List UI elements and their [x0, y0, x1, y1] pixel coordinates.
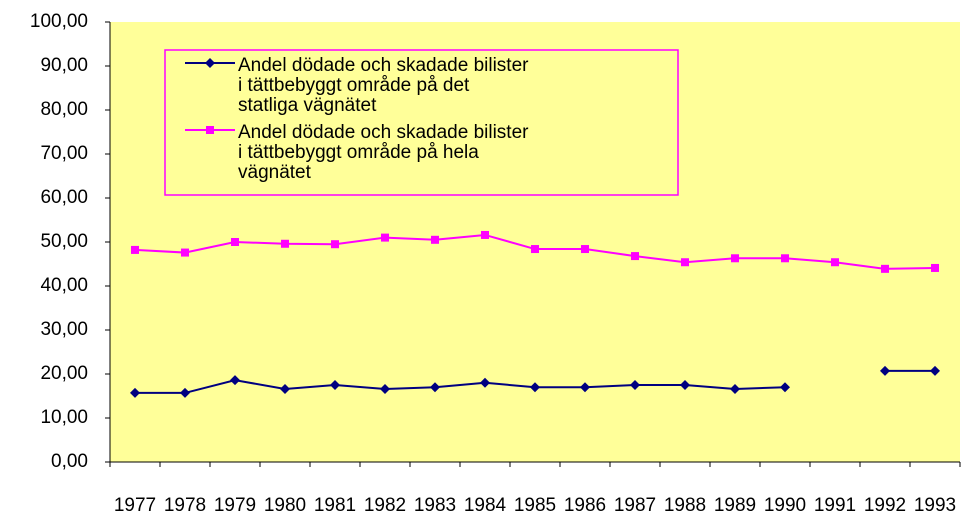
y-tick-label: 100,00: [30, 11, 88, 32]
y-tick-label: 50,00: [40, 231, 88, 252]
x-tick-label: 1986: [564, 495, 606, 516]
legend-label-line: statliga vägnätet: [238, 95, 377, 116]
marker: [231, 238, 239, 246]
marker: [205, 58, 215, 68]
x-tick-label: 1993: [914, 495, 956, 516]
marker: [781, 254, 789, 263]
legend: [164, 49, 679, 196]
marker: [631, 252, 639, 261]
x-tick-label: 1987: [614, 495, 656, 516]
marker: [931, 263, 939, 272]
x-tick-label: 1984: [464, 495, 507, 516]
legend-label-line: i tättbebyggt område på hela: [238, 142, 479, 163]
marker: [206, 126, 214, 134]
marker: [880, 365, 890, 376]
x-tick-label: 1982: [364, 495, 406, 516]
marker: [580, 382, 590, 393]
x-tick-label: 1979: [214, 495, 256, 516]
marker: [281, 239, 289, 248]
marker: [831, 258, 839, 267]
x-tick-label: 1989: [714, 495, 756, 516]
x-tick-label: 1981: [314, 495, 356, 516]
marker: [881, 264, 889, 273]
marker: [430, 382, 440, 393]
marker: [331, 240, 339, 249]
marker: [431, 235, 439, 244]
marker: [681, 258, 689, 267]
legend-label: Andel dödade och skadade bilister i tättb…: [238, 55, 529, 116]
legend-label-line: i tättbebyggt område på det: [238, 75, 470, 96]
marker: [930, 365, 940, 376]
y-tick-label: 40,00: [40, 275, 88, 296]
marker: [530, 382, 540, 393]
y-tick-label: 80,00: [40, 99, 88, 120]
marker: [380, 383, 390, 394]
y-tick-label: 10,00: [40, 407, 88, 428]
marker: [230, 375, 240, 386]
x-tick-label: 1983: [414, 495, 456, 516]
legend-label-line: Andel dödade och skadade bilister: [238, 55, 529, 76]
marker: [130, 387, 140, 398]
marker: [780, 382, 790, 393]
x-tick-label: 1980: [264, 495, 306, 516]
marker: [381, 233, 389, 242]
x-tick-label: 1992: [864, 495, 906, 516]
legend-label: Andel dödade och skadade bilister i tättb…: [238, 122, 529, 183]
marker: [180, 387, 190, 398]
marker: [480, 377, 490, 388]
x-tick-label: 1991: [814, 495, 856, 516]
marker: [581, 245, 589, 254]
marker: [680, 380, 690, 390]
legend-label-line: Andel dödade och skadade bilister: [238, 122, 529, 143]
marker: [630, 380, 640, 390]
marker: [481, 230, 489, 239]
y-tick-label: 60,00: [40, 187, 88, 208]
x-tick-label: 1977: [114, 495, 156, 516]
y-tick-label: 70,00: [40, 143, 88, 164]
marker: [330, 380, 340, 390]
y-tick-label: 0,00: [51, 451, 88, 472]
marker: [131, 245, 139, 254]
marker: [181, 248, 189, 257]
x-tick-label: 1978: [164, 495, 206, 516]
y-tick-label: 20,00: [40, 363, 88, 384]
marker: [731, 254, 739, 263]
x-tick-label: 1990: [764, 495, 806, 516]
marker: [280, 383, 290, 394]
x-tick-label: 1988: [664, 495, 706, 516]
marker: [531, 245, 539, 254]
x-tick-label: 1985: [514, 495, 556, 516]
y-tick-label: 90,00: [40, 55, 88, 76]
y-tick-label: 30,00: [40, 319, 88, 340]
marker: [730, 383, 740, 394]
legend-label-line: vägnätet: [238, 162, 312, 183]
line: [135, 369, 935, 394]
